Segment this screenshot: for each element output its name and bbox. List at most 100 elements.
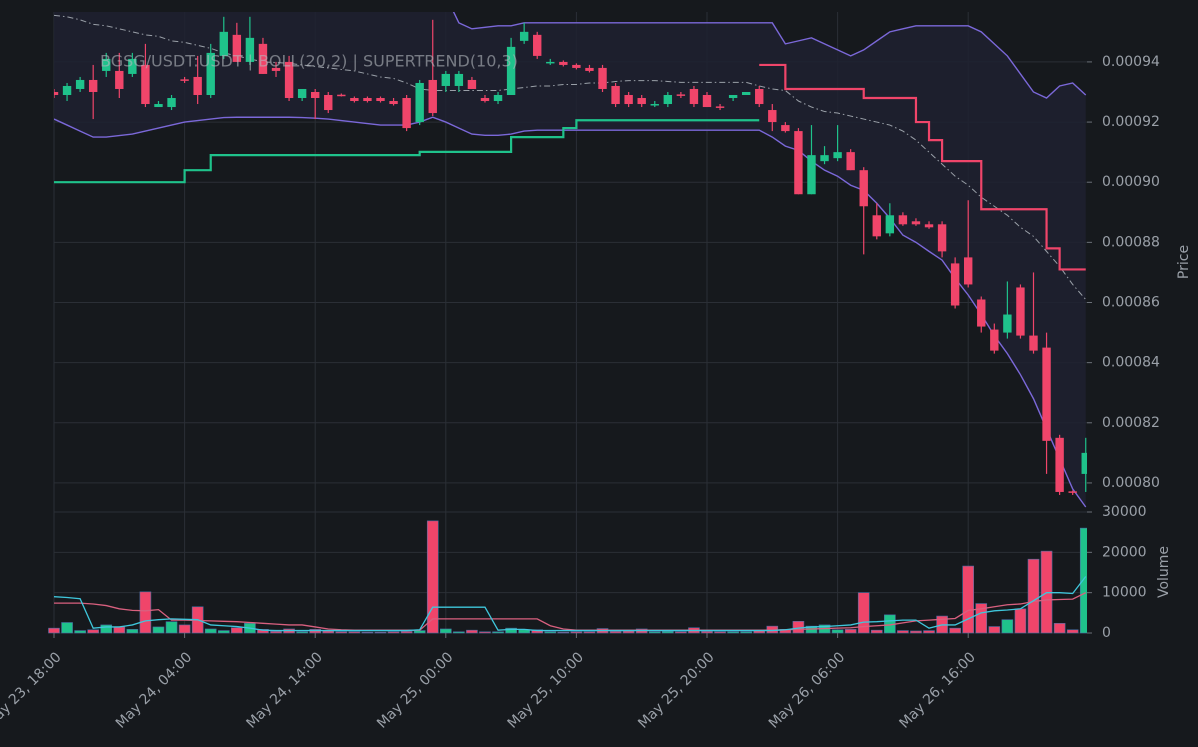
candle-body bbox=[846, 152, 855, 171]
candle-body bbox=[128, 58, 137, 74]
candle-body bbox=[311, 91, 320, 99]
candle-body bbox=[324, 95, 333, 111]
candle-body bbox=[715, 106, 725, 108]
candle-body bbox=[88, 79, 98, 92]
volume-tick-label: 30000 bbox=[1102, 504, 1147, 520]
x-tick-label: May 25, 20:00 bbox=[635, 649, 717, 731]
volume-bar bbox=[714, 631, 726, 634]
volume-bar bbox=[322, 630, 335, 634]
candle-body bbox=[1003, 314, 1012, 333]
x-tick-label: May 24, 14:00 bbox=[244, 649, 326, 731]
candle-body bbox=[180, 79, 189, 81]
candle-body bbox=[115, 70, 124, 89]
candle-body bbox=[937, 224, 947, 252]
candle-body bbox=[480, 98, 490, 102]
candle-body bbox=[768, 110, 777, 123]
candle-body bbox=[258, 43, 268, 74]
candle-body bbox=[533, 34, 542, 56]
volume-bar bbox=[48, 627, 60, 634]
volume-bar bbox=[453, 631, 465, 634]
y-tick-label: 0.00092 bbox=[1102, 114, 1160, 130]
candle-body bbox=[585, 67, 594, 71]
grid bbox=[53, 12, 1087, 634]
volume-bar bbox=[1001, 619, 1014, 634]
candle-body bbox=[102, 58, 111, 71]
candle-body bbox=[833, 152, 842, 159]
candle-body bbox=[376, 98, 385, 102]
volume-tick-label: 0 bbox=[1102, 625, 1111, 641]
candle-body bbox=[350, 98, 359, 102]
volume-bar bbox=[374, 631, 387, 634]
candle-body bbox=[755, 88, 764, 105]
volume-bar bbox=[1053, 623, 1066, 634]
x-tick-label: May 24, 04:00 bbox=[113, 649, 195, 731]
candle-body bbox=[898, 215, 908, 225]
volume-bar bbox=[139, 591, 152, 634]
volume-bar bbox=[857, 592, 870, 634]
volume-bar bbox=[831, 629, 844, 634]
candle-body bbox=[271, 67, 281, 71]
candle-body bbox=[206, 52, 215, 95]
volume-bar bbox=[387, 631, 400, 634]
volume-bar bbox=[335, 631, 348, 634]
volume-bar bbox=[217, 630, 230, 634]
candle-body bbox=[624, 95, 633, 105]
y-tick-label: 0.00090 bbox=[1102, 174, 1160, 190]
candle-body bbox=[820, 155, 829, 162]
candle-body bbox=[363, 98, 372, 102]
candle-body bbox=[193, 76, 202, 95]
candle-body bbox=[611, 85, 620, 105]
candle-body bbox=[885, 215, 895, 234]
candle-body bbox=[964, 257, 973, 285]
volume-bar bbox=[975, 603, 988, 634]
volume-bar bbox=[426, 520, 439, 634]
candle-body bbox=[859, 170, 868, 207]
bollinger-band-fill bbox=[54, 12, 1086, 507]
x-tick-label: May 25, 10:00 bbox=[505, 649, 587, 731]
volume-bar bbox=[988, 626, 1001, 634]
volume-bar bbox=[1079, 527, 1087, 634]
y-tick-label: 0.00094 bbox=[1102, 54, 1160, 70]
candle-body bbox=[337, 94, 346, 97]
candle-body bbox=[1068, 491, 1077, 493]
bollinger-upper bbox=[452, 12, 1087, 99]
chart-title: BGSG/USDT:USDT | BOLL(20,2) | SUPERTREND… bbox=[100, 52, 518, 71]
volume-bar bbox=[152, 626, 165, 634]
volume-bar bbox=[165, 621, 178, 634]
candle-body bbox=[676, 94, 686, 96]
volume-bar bbox=[100, 624, 113, 634]
volume-bar bbox=[439, 628, 452, 634]
candle-body bbox=[454, 73, 464, 86]
volume-bar bbox=[622, 630, 635, 634]
volume-bar bbox=[270, 631, 282, 634]
candle-body bbox=[441, 73, 450, 86]
candle-body bbox=[872, 215, 881, 237]
volume-bar bbox=[962, 565, 975, 634]
candle-body bbox=[219, 31, 228, 56]
volume-bar bbox=[531, 629, 544, 634]
volume-bar bbox=[949, 627, 961, 634]
candle-body bbox=[950, 263, 960, 306]
volume-bar bbox=[204, 628, 217, 634]
volume-ma-line bbox=[53, 576, 1087, 632]
volume-bar bbox=[727, 631, 739, 634]
volume-bar bbox=[61, 622, 73, 634]
volume-bar bbox=[361, 631, 374, 634]
volume-bar bbox=[609, 631, 622, 634]
volume-bar bbox=[1014, 608, 1027, 634]
candle-body bbox=[1016, 287, 1025, 336]
volume-bar bbox=[1066, 629, 1079, 634]
volume-bar bbox=[1027, 558, 1040, 634]
candle-body bbox=[415, 82, 424, 123]
candle-body bbox=[911, 221, 921, 225]
volume-bar bbox=[740, 631, 752, 634]
volume-bar bbox=[662, 631, 674, 634]
candle-body bbox=[546, 61, 555, 64]
volume-bar bbox=[466, 629, 478, 634]
volume-bar bbox=[231, 627, 243, 634]
volume-bar bbox=[923, 630, 935, 634]
volume-bar bbox=[544, 631, 557, 634]
candle-body bbox=[807, 155, 816, 195]
y-axis-label: Price bbox=[1176, 245, 1192, 279]
candle-body bbox=[141, 64, 150, 105]
